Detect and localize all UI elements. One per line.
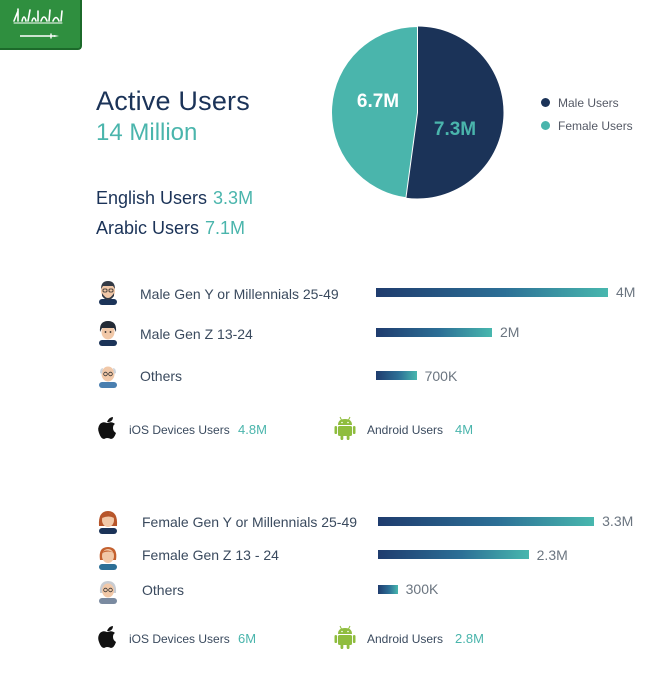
legend-item-male: Male Users — [541, 95, 619, 110]
english-users-value: 3.3M — [213, 188, 254, 208]
female-android-label: Android Users — [367, 632, 444, 646]
male-bar-genz — [376, 328, 492, 337]
male-bar-millennials — [376, 288, 608, 297]
male-android-label: Android Users — [367, 423, 444, 437]
android-icon — [334, 416, 356, 440]
android-icon — [334, 625, 356, 649]
female-segment-label-0: Female Gen Y or Millennials 25-49 — [142, 514, 358, 530]
legend-dot-female — [541, 121, 550, 131]
female-bar-value-millennials: 3.3M — [602, 513, 634, 529]
male-segment-label-2: Others — [140, 368, 183, 384]
arabic-users-value: 7.1M — [205, 218, 246, 238]
female-bar-value-others: 300K — [405, 581, 439, 597]
male-ios-value: 4.8M — [238, 422, 267, 437]
female-bar-others — [378, 585, 398, 594]
gender-pie-chart: 7.3M 6.7M — [331, 25, 504, 199]
female-genz-avatar-icon — [99, 547, 117, 570]
pie-slice-female — [331, 25, 418, 199]
male-android-value: 4M — [455, 422, 474, 437]
male-bar-value-millennials: 4M — [616, 284, 636, 300]
male-ios-label: iOS Devices Users — [129, 423, 230, 437]
male-segment-label-1: Male Gen Z 13-24 — [140, 326, 253, 342]
arabic-users-row: Arabic Users 7.1M — [96, 218, 245, 239]
apple-icon — [98, 626, 116, 648]
legend-item-female: Female Users — [541, 118, 633, 133]
page-title: Active Users — [96, 86, 250, 116]
legend-label-male: Male Users — [558, 95, 619, 110]
pie-slice-male — [405, 26, 504, 199]
female-segment-label-2: Others — [142, 582, 185, 598]
female-bar-genz — [378, 550, 529, 559]
legend-label-female: Female Users — [558, 118, 633, 133]
female-bar-millennials — [378, 517, 595, 526]
english-users-row: English Users 3.3M — [96, 188, 253, 209]
female-others-avatar-icon — [99, 581, 117, 604]
female-millennial-avatar-icon — [98, 511, 118, 534]
male-others-avatar-icon — [99, 366, 117, 388]
legend-dot-male — [541, 98, 550, 108]
male-millennial-avatar-icon — [99, 281, 117, 305]
flag-script-graphic — [13, 8, 63, 24]
total-users: 14 Million — [96, 119, 198, 146]
male-genz-avatar-icon — [99, 321, 117, 346]
flag-sword-graphic — [20, 33, 59, 39]
female-segment-label-1: Female Gen Z 13 - 24 — [142, 547, 279, 563]
arabic-users-label: Arabic Users — [96, 218, 200, 238]
english-users-label: English Users — [96, 188, 208, 208]
female-android-value: 2.8M — [455, 631, 484, 646]
male-bar-value-others: 700K — [424, 368, 458, 384]
saudi-flag-icon — [0, 0, 82, 50]
male-bar-others — [376, 371, 417, 380]
pie-label-female: 6.7M — [357, 91, 399, 112]
pie-label-male: 7.3M — [434, 119, 476, 140]
apple-icon — [98, 417, 116, 439]
male-bar-value-genz: 2M — [500, 324, 520, 340]
male-segment-label-0: Male Gen Y or Millennials 25-49 — [140, 286, 339, 302]
female-ios-label: iOS Devices Users — [129, 632, 230, 646]
female-bar-value-genz: 2.3M — [536, 547, 568, 563]
female-ios-value: 6M — [238, 631, 257, 646]
